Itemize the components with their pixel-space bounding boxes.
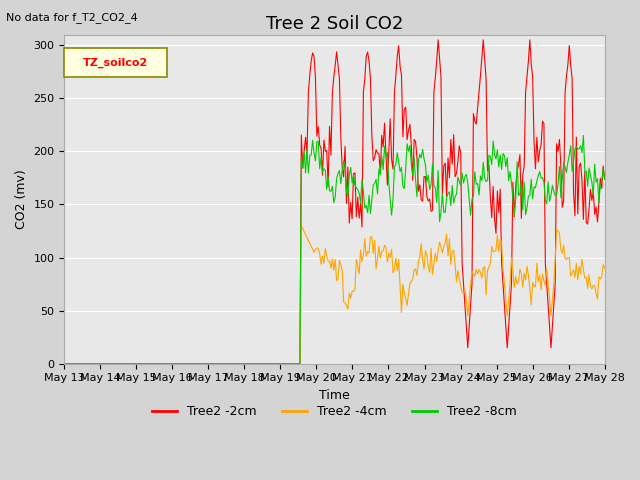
- Line: Tree2 -8cm: Tree2 -8cm: [65, 135, 605, 364]
- FancyBboxPatch shape: [65, 48, 167, 77]
- Title: Tree 2 Soil CO2: Tree 2 Soil CO2: [266, 15, 403, 33]
- Tree2 -8cm: [601, 177, 609, 182]
- Tree2 -2cm: [447, 137, 454, 143]
- Tree2 -2cm: [435, 37, 442, 43]
- Tree2 -8cm: [79, 361, 86, 367]
- Legend: Tree2 -2cm, Tree2 -4cm, Tree2 -8cm: Tree2 -2cm, Tree2 -4cm, Tree2 -8cm: [147, 400, 522, 423]
- Y-axis label: CO2 (mv): CO2 (mv): [15, 169, 28, 229]
- Tree2 -8cm: [445, 189, 453, 195]
- Tree2 -2cm: [601, 175, 609, 181]
- Tree2 -4cm: [601, 265, 609, 271]
- Tree2 -8cm: [96, 361, 104, 367]
- Tree2 -8cm: [61, 361, 68, 367]
- Text: TZ_soilco2: TZ_soilco2: [83, 58, 148, 68]
- Line: Tree2 -4cm: Tree2 -4cm: [65, 226, 605, 364]
- Tree2 -8cm: [598, 179, 605, 185]
- Tree2 -2cm: [339, 165, 346, 170]
- Tree2 -4cm: [598, 274, 605, 279]
- Tree2 -8cm: [339, 168, 346, 173]
- Tree2 -4cm: [527, 302, 535, 308]
- Tree2 -2cm: [598, 185, 605, 191]
- Text: No data for f_T2_CO2_4: No data for f_T2_CO2_4: [6, 12, 138, 23]
- Line: Tree2 -2cm: Tree2 -2cm: [65, 40, 605, 364]
- Tree2 -2cm: [61, 361, 68, 367]
- Tree2 -4cm: [79, 361, 86, 367]
- Tree2 -4cm: [340, 299, 348, 305]
- Tree2 -4cm: [61, 361, 68, 367]
- X-axis label: Time: Time: [319, 389, 350, 402]
- Tree2 -8cm: [580, 132, 588, 138]
- Tree2 -4cm: [96, 361, 104, 367]
- Tree2 -2cm: [79, 361, 86, 367]
- Tree2 -4cm: [447, 262, 454, 267]
- Tree2 -2cm: [96, 361, 104, 367]
- Tree2 -2cm: [527, 61, 535, 67]
- Tree2 -4cm: [298, 223, 305, 228]
- Tree2 -8cm: [526, 193, 534, 199]
